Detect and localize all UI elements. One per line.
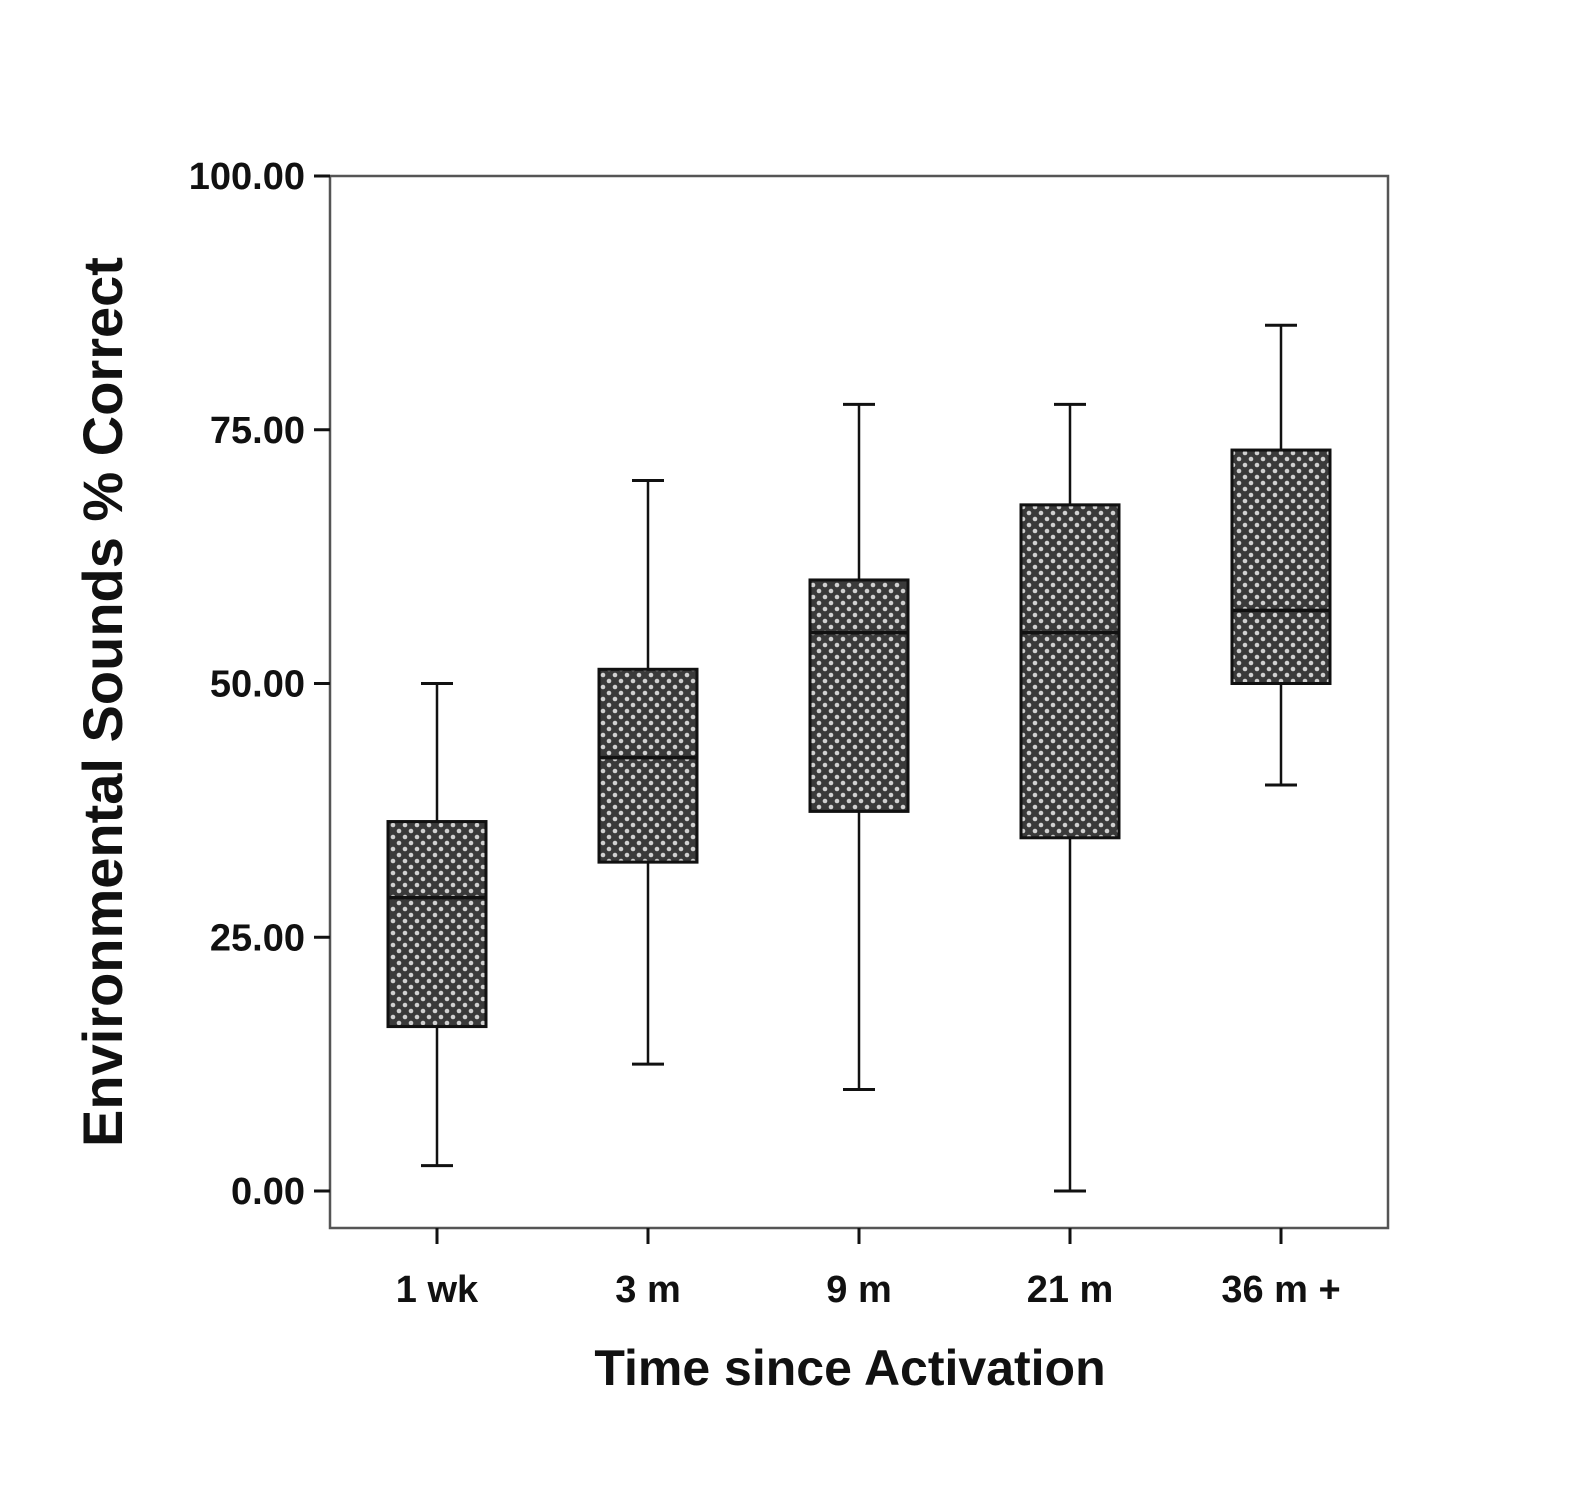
x-axis: 1 wk 3 m 9 m 21 m 36 m + xyxy=(396,1228,1341,1311)
y-tick-label: 50.00 xyxy=(210,664,305,706)
y-axis: 0.00 25.00 50.00 75.00 100.00 xyxy=(189,156,330,1213)
x-tick-label: 9 m xyxy=(826,1269,891,1311)
box-21-m xyxy=(1019,402,1121,1193)
box-3-m xyxy=(597,479,699,1066)
box-36-m- xyxy=(1230,323,1332,787)
y-axis-label: Environmental Sounds % Correct xyxy=(71,257,134,1147)
x-axis-label: Time since Activation xyxy=(594,1340,1105,1396)
iqr-box xyxy=(1019,503,1121,840)
iqr-box xyxy=(386,820,488,1029)
y-tick-label: 25.00 xyxy=(210,917,305,959)
y-tick-label: 100.00 xyxy=(189,156,305,198)
iqr-box xyxy=(597,667,699,864)
x-tick-label: 3 m xyxy=(615,1269,680,1311)
y-tick-label: 0.00 xyxy=(231,1171,305,1213)
iqr-box xyxy=(808,578,910,813)
x-tick-label: 1 wk xyxy=(396,1269,479,1311)
boxes xyxy=(386,323,1332,1193)
x-tick-label: 21 m xyxy=(1027,1269,1114,1311)
iqr-box xyxy=(1230,448,1332,685)
y-tick-label: 75.00 xyxy=(210,410,305,452)
box-9-m xyxy=(808,402,910,1091)
box-1-wk xyxy=(386,682,488,1168)
x-tick-label: 36 m + xyxy=(1221,1269,1340,1311)
